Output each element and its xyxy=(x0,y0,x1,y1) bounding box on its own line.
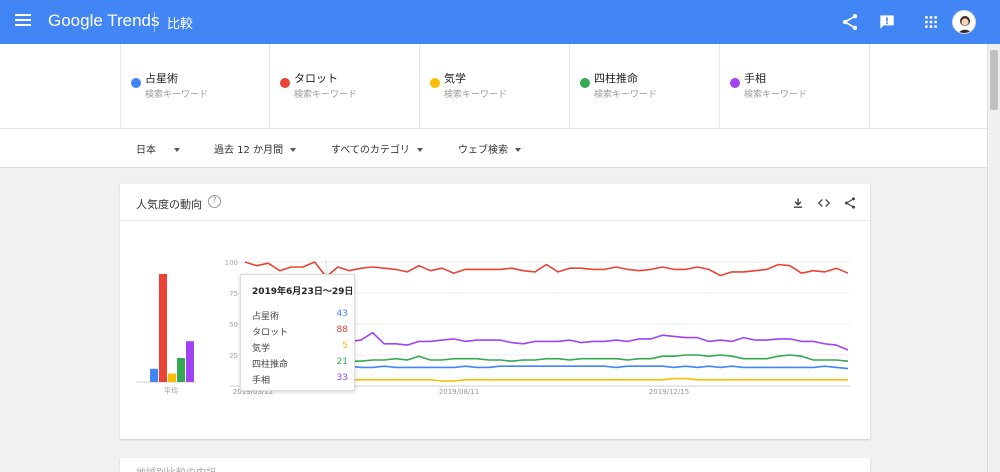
menu-icon[interactable] xyxy=(15,14,31,28)
share-icon[interactable] xyxy=(840,12,860,32)
tooltip-row: 四柱推命 21 xyxy=(252,357,348,370)
x-tick-label: 2019/12/15 xyxy=(649,388,689,396)
tooltip-term: 手相 xyxy=(252,376,271,386)
avatar[interactable] xyxy=(952,10,976,34)
average-bar xyxy=(150,368,158,382)
chevron-down-icon xyxy=(290,148,297,152)
term-type: 検索キーワード xyxy=(594,90,658,100)
term-color-dot xyxy=(280,78,290,88)
tooltip-value: 33 xyxy=(336,373,348,383)
x-tick-label: 2019/08/11 xyxy=(439,388,479,396)
share-icon[interactable] xyxy=(843,196,857,210)
average-bar xyxy=(168,373,176,382)
average-bar xyxy=(159,274,167,382)
term-card[interactable]: タロット 検索キーワード xyxy=(270,44,420,128)
term-type: 検索キーワード xyxy=(444,90,508,100)
compared-breakdown-card: 地域別比較の内訳 xyxy=(120,458,870,472)
tooltip-term: 占星術 xyxy=(252,312,280,322)
tooltip-value: 43 xyxy=(336,309,348,319)
y-tick-label: 50 xyxy=(229,321,238,329)
card-title: 人気度の動向 xyxy=(136,198,202,211)
page-title: 比較 xyxy=(167,17,194,32)
tooltip-value: 88 xyxy=(336,325,348,335)
term-color-dot xyxy=(131,78,141,88)
embed-icon[interactable] xyxy=(817,196,831,210)
average-bar xyxy=(186,341,194,382)
y-tick-label: 100 xyxy=(225,259,238,267)
tooltip-value: 5 xyxy=(342,341,348,351)
header-divider xyxy=(154,12,155,32)
google-trends-logo[interactable]: Google Trends xyxy=(48,11,160,30)
series-line xyxy=(244,261,849,278)
term-card[interactable]: 手相 検索キーワード xyxy=(720,44,870,128)
search-type-label: ウェブ検索 xyxy=(458,145,508,156)
tooltip-value: 21 xyxy=(336,357,348,367)
term-type: 検索キーワード xyxy=(744,90,808,100)
term-name: 気学 xyxy=(444,72,466,85)
term-type: 検索キーワード xyxy=(145,90,209,100)
card-title: 地域別比較の内訳 xyxy=(136,464,216,472)
chart-tooltip: 2019年6月23日～29日 占星術 43 タロット 88 気学 5 四柱推命 … xyxy=(240,274,355,391)
x-tick-label: 2019/05/12 xyxy=(233,388,273,396)
period-dropdown[interactable]: 過去 12 か月間 xyxy=(214,141,297,156)
search-terms-bar: 占星術 検索キーワード タロット 検索キーワード 気学 検索キーワード 四柱推命… xyxy=(0,44,987,128)
period-label: 過去 12 か月間 xyxy=(214,145,284,156)
download-icon[interactable] xyxy=(791,196,805,210)
scrollbar-thumb[interactable] xyxy=(990,50,998,110)
tooltip-term: タロット xyxy=(252,328,289,338)
term-color-dot xyxy=(730,78,740,88)
tooltip-term: 気学 xyxy=(252,344,271,354)
tooltip-row: 占星術 43 xyxy=(252,309,348,322)
card-divider xyxy=(120,220,870,221)
y-tick-label: 25 xyxy=(229,352,238,360)
term-color-dot xyxy=(580,78,590,88)
tooltip-row: 手相 33 xyxy=(252,373,348,386)
page-scrollbar[interactable] xyxy=(987,44,1000,472)
region-dropdown[interactable]: 日本 xyxy=(136,141,180,156)
category-label: すべてのカテゴリ xyxy=(331,145,410,156)
tooltip-date: 2019年6月23日～29日 xyxy=(252,287,354,297)
term-color-dot xyxy=(430,78,440,88)
tooltip-row: タロット 88 xyxy=(252,325,348,338)
term-card[interactable]: 気学 検索キーワード xyxy=(420,44,570,128)
apps-icon[interactable] xyxy=(921,12,941,32)
term-name: 占星術 xyxy=(145,72,178,85)
top-app-bar: Google Trends 比較 xyxy=(0,0,1000,44)
term-type: 検索キーワード xyxy=(294,90,358,100)
term-name: 四柱推命 xyxy=(594,72,638,85)
term-card[interactable]: 四柱推命 検索キーワード xyxy=(570,44,720,128)
y-tick-label: 75 xyxy=(229,290,238,298)
region-label: 日本 xyxy=(136,145,156,156)
search-type-dropdown[interactable]: ウェブ検索 xyxy=(458,141,521,156)
tooltip-term: 四柱推命 xyxy=(252,360,289,370)
chevron-down-icon xyxy=(174,148,180,152)
term-name: タロット xyxy=(294,72,338,85)
feedback-icon[interactable] xyxy=(877,12,897,32)
average-label: 平均 xyxy=(164,386,178,395)
tooltip-row: 気学 5 xyxy=(252,341,348,354)
help-icon[interactable]: ? xyxy=(208,195,221,208)
chevron-down-icon xyxy=(416,148,423,152)
term-name: 手相 xyxy=(744,72,766,85)
average-bar xyxy=(177,358,185,382)
category-dropdown[interactable]: すべてのカテゴリ xyxy=(331,141,423,156)
term-card[interactable]: 占星術 検索キーワード xyxy=(120,44,270,128)
filter-bar: 日本 過去 12 か月間 すべてのカテゴリ ウェブ検索 xyxy=(0,128,987,168)
chevron-down-icon xyxy=(515,148,521,152)
